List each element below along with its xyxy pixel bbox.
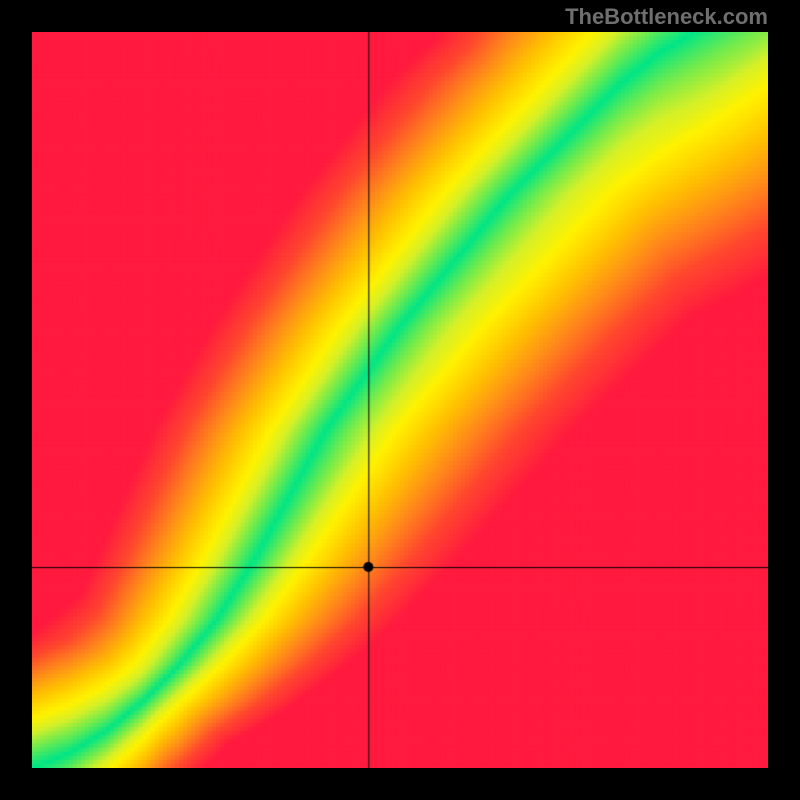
bottleneck-heatmap [32,32,768,768]
watermark-text: TheBottleneck.com [565,4,768,30]
